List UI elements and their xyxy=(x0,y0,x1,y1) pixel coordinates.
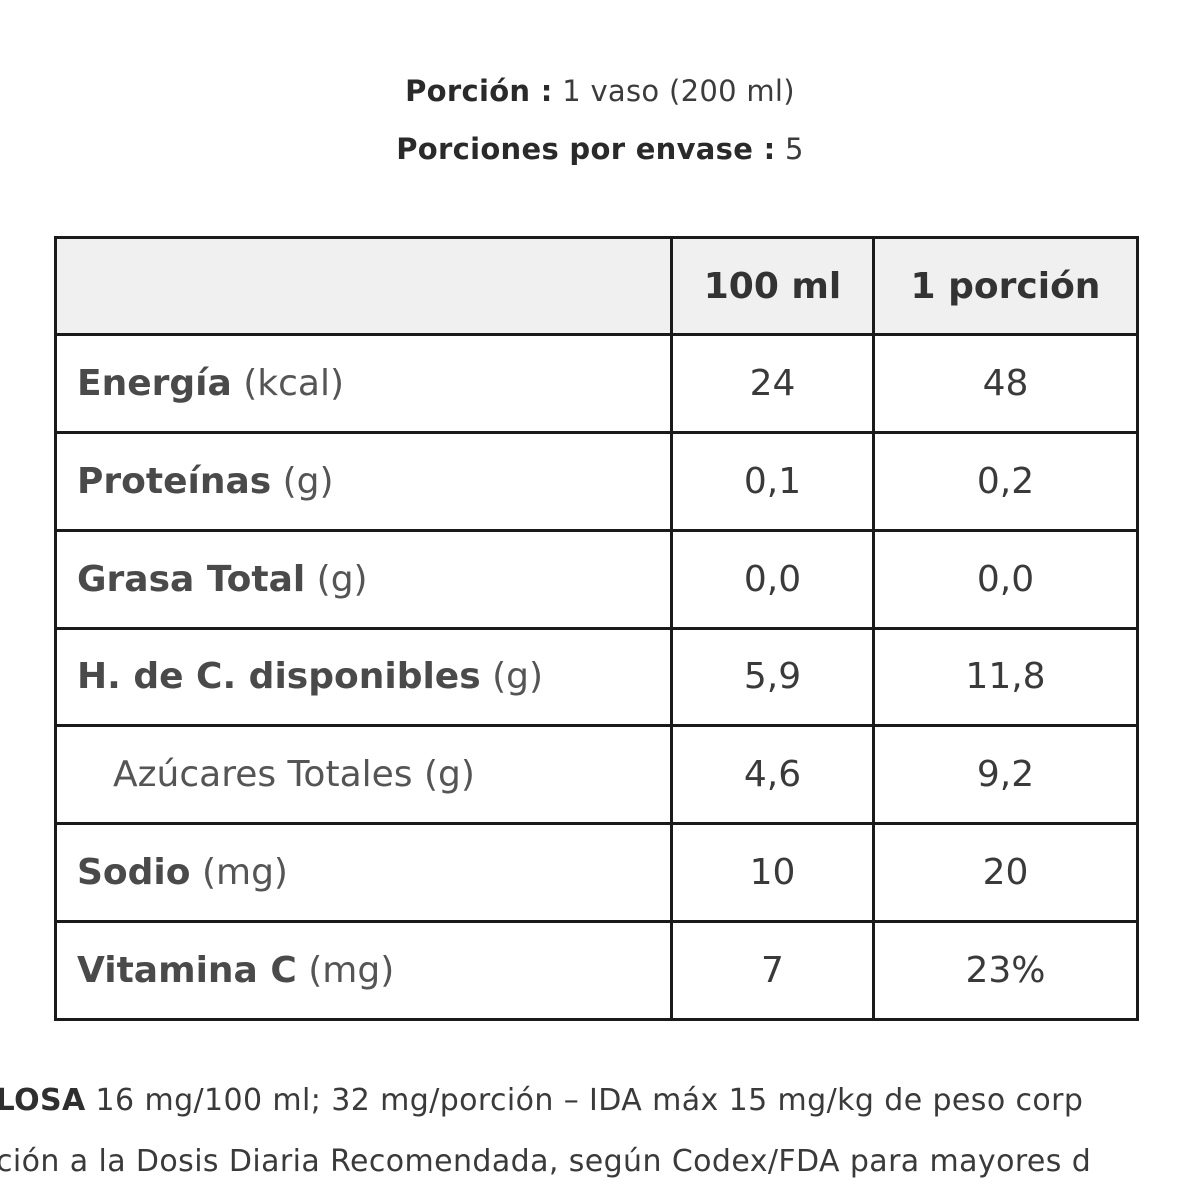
header-per-portion: 1 porción xyxy=(872,236,1139,336)
nutrient-name: Vitamina C xyxy=(77,950,297,992)
footnote-sweetener-text: 16 mg/100 ml; 32 mg/porción – IDA máx 15… xyxy=(95,1083,1084,1118)
nutrient-label: Energía (kcal) xyxy=(54,333,673,434)
nutrient-label: Sodio (mg) xyxy=(54,822,673,924)
value-per-portion: 0,0 xyxy=(872,528,1139,630)
footnote-sweetener-name: ALOSA xyxy=(0,1083,86,1118)
nutrition-table: 100 ml 1 porción Energía (kcal) 24 48 Pr… xyxy=(54,236,1139,1021)
nutrient-name: Energía xyxy=(77,362,232,404)
nutrient-label: Vitamina C (mg) xyxy=(54,920,673,1021)
table-row: Azúcares Totales (g) 4,6 9,2 xyxy=(54,724,1139,826)
nutrient-label: Azúcares Totales (g) xyxy=(54,724,673,826)
value-per-100ml: 10 xyxy=(670,822,875,924)
value-per-100ml: 7 xyxy=(670,920,875,1021)
servings-per-package-label: Porciones por envase : xyxy=(396,132,776,166)
value-per-100ml: 0,0 xyxy=(670,528,875,630)
nutrient-unit: (mg) xyxy=(308,950,395,992)
nutrient-name: H. de C. disponibles xyxy=(77,656,481,698)
nutrient-name: Grasa Total xyxy=(77,558,306,600)
value-per-portion: 23% xyxy=(872,920,1139,1021)
footnote-rda: ción a la Dosis Diaria Recomendada, segú… xyxy=(0,1144,1200,1179)
nutrient-label: Grasa Total (g) xyxy=(54,528,673,630)
header-per-100ml: 100 ml xyxy=(670,236,875,336)
value-per-portion: 20 xyxy=(872,822,1139,924)
footnote-rda-text: ción a la Dosis Diaria Recomendada, segú… xyxy=(0,1144,1092,1179)
header-empty-cell xyxy=(54,236,673,336)
servings-per-package: Porciones por envase : 5 xyxy=(0,132,1200,166)
table-row: Sodio (mg) 10 20 xyxy=(54,822,1139,924)
value-per-portion: 48 xyxy=(872,333,1139,434)
table-row: Proteínas (g) 0,1 0,2 xyxy=(54,430,1139,532)
nutrient-unit: (g) xyxy=(492,656,544,698)
value-per-portion: 0,2 xyxy=(872,430,1139,532)
table-row: H. de C. disponibles (g) 5,9 11,8 xyxy=(54,626,1139,728)
value-per-100ml: 5,9 xyxy=(670,626,875,728)
nutrient-name: Proteínas xyxy=(77,460,272,502)
nutrient-label: Proteínas (g) xyxy=(54,430,673,532)
value-per-100ml: 24 xyxy=(670,333,875,434)
table-header-row: 100 ml 1 porción xyxy=(54,236,1139,336)
value-per-100ml: 4,6 xyxy=(670,724,875,826)
nutrient-unit: (g) xyxy=(282,460,334,502)
nutrient-unit: (g) xyxy=(423,754,475,796)
nutrient-name: Sodio xyxy=(77,852,191,894)
footnote-sweetener: ALOSA 16 mg/100 ml; 32 mg/porción – IDA … xyxy=(0,1083,1200,1118)
table-row: Vitamina C (mg) 7 23% xyxy=(54,920,1139,1021)
serving-size-label: Porción : xyxy=(405,74,553,108)
nutrient-unit: (mg) xyxy=(201,852,288,894)
serving-size-value: 1 vaso (200 ml) xyxy=(562,74,795,108)
value-per-100ml: 0,1 xyxy=(670,430,875,532)
nutrient-name: Azúcares Totales xyxy=(113,754,413,796)
serving-size: Porción : 1 vaso (200 ml) xyxy=(0,74,1200,108)
table-row: Energía (kcal) 24 48 xyxy=(54,333,1139,434)
nutrient-unit: (kcal) xyxy=(243,362,345,404)
servings-per-package-value: 5 xyxy=(785,132,804,166)
value-per-portion: 9,2 xyxy=(872,724,1139,826)
table-row: Grasa Total (g) 0,0 0,0 xyxy=(54,528,1139,630)
nutrient-unit: (g) xyxy=(316,558,368,600)
value-per-portion: 11,8 xyxy=(872,626,1139,728)
nutrient-label: H. de C. disponibles (g) xyxy=(54,626,673,728)
